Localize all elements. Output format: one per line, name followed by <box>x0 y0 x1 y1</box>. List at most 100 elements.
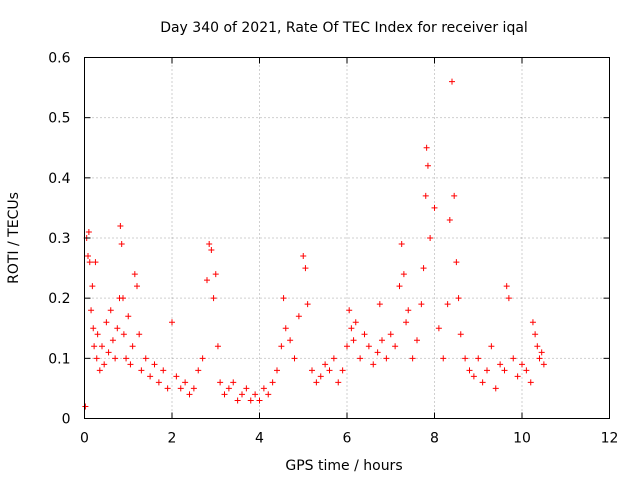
data-point <box>210 295 217 302</box>
data-point <box>466 367 473 374</box>
data-point <box>173 373 180 380</box>
data-point <box>94 331 101 338</box>
data-point <box>107 307 114 314</box>
data-point <box>127 361 134 368</box>
data-point <box>523 367 530 374</box>
data-point <box>451 192 458 199</box>
data-point <box>155 379 162 386</box>
data-point <box>278 343 285 350</box>
data-point <box>527 379 534 386</box>
data-point <box>339 367 346 374</box>
data-point <box>256 397 263 404</box>
data-point <box>134 283 140 290</box>
data-point <box>169 319 175 326</box>
chart-title: Day 340 of 2021, Rate Of TEC Index for r… <box>160 20 528 36</box>
data-point <box>440 355 447 362</box>
y-tick-label: 0 <box>62 412 71 428</box>
data-point <box>423 144 430 151</box>
data-point <box>214 343 221 350</box>
data-point <box>532 331 539 338</box>
data-point <box>186 391 193 398</box>
data-point <box>346 307 353 314</box>
data-point <box>99 343 105 350</box>
data-point <box>457 331 464 338</box>
x-tick-label: 8 <box>430 431 439 447</box>
data-point <box>418 301 425 308</box>
data-point <box>88 307 95 314</box>
x-tick-label: 4 <box>255 431 264 447</box>
data-point <box>350 337 357 344</box>
data-point <box>370 361 377 368</box>
data-point <box>492 385 499 392</box>
y-tick-label: 0.2 <box>48 291 70 307</box>
data-point <box>118 241 125 248</box>
data-point <box>138 367 145 374</box>
data-point <box>85 228 92 235</box>
data-point <box>409 355 416 362</box>
x-tick-label: 6 <box>343 431 352 447</box>
data-point <box>435 325 442 332</box>
data-point <box>503 283 510 290</box>
data-point <box>96 367 103 374</box>
data-point <box>449 78 455 85</box>
data-point <box>295 313 302 320</box>
data-point <box>420 265 427 272</box>
data-point <box>313 379 320 386</box>
data-point <box>400 271 407 278</box>
data-point <box>326 367 333 374</box>
y-tick-label: 0.6 <box>48 51 70 67</box>
y-tick-label: 0.3 <box>48 231 70 247</box>
data-point <box>470 373 477 380</box>
data-point <box>247 397 254 404</box>
data-point <box>392 343 399 350</box>
data-point <box>529 319 536 326</box>
x-axis-label: GPS time / hours <box>285 458 402 474</box>
x-tick-label: 2 <box>168 431 177 447</box>
data-point <box>136 331 143 338</box>
data-point <box>335 379 342 386</box>
data-point <box>91 343 98 350</box>
data-point <box>125 313 132 320</box>
data-point <box>177 385 184 392</box>
data-point <box>414 337 420 344</box>
data-point <box>234 397 241 404</box>
data-point <box>86 259 93 266</box>
data-point <box>479 379 486 386</box>
data-point <box>304 301 311 308</box>
data-point <box>117 222 124 229</box>
data-point <box>92 259 99 266</box>
x-tick-label: 12 <box>601 431 619 447</box>
data-point <box>114 325 121 332</box>
x-tick-label: 10 <box>513 431 531 447</box>
data-point <box>405 307 412 314</box>
data-point <box>365 343 372 350</box>
data-point <box>142 355 149 362</box>
data-point <box>317 373 324 380</box>
data-point <box>190 385 197 392</box>
data-point <box>280 295 287 302</box>
data-point <box>105 349 112 356</box>
data-point <box>475 355 482 362</box>
data-point <box>204 277 210 284</box>
data-point <box>538 349 545 356</box>
data-point <box>379 337 385 344</box>
data-point <box>217 379 224 386</box>
data-point <box>374 349 381 356</box>
data-point <box>519 361 525 368</box>
data-point <box>322 361 329 368</box>
data-point <box>505 295 512 302</box>
y-axis-label: ROTI / TECUs <box>6 192 22 284</box>
data-point <box>195 367 202 374</box>
data-point <box>182 379 189 386</box>
data-point <box>85 253 91 260</box>
data-point <box>260 385 267 392</box>
data-point <box>300 253 307 260</box>
data-point <box>243 385 250 392</box>
data-point <box>90 325 97 332</box>
data-point <box>160 367 167 374</box>
data-point <box>361 331 368 338</box>
data-point <box>131 271 138 278</box>
data-point <box>269 379 276 386</box>
data-point <box>403 319 410 326</box>
